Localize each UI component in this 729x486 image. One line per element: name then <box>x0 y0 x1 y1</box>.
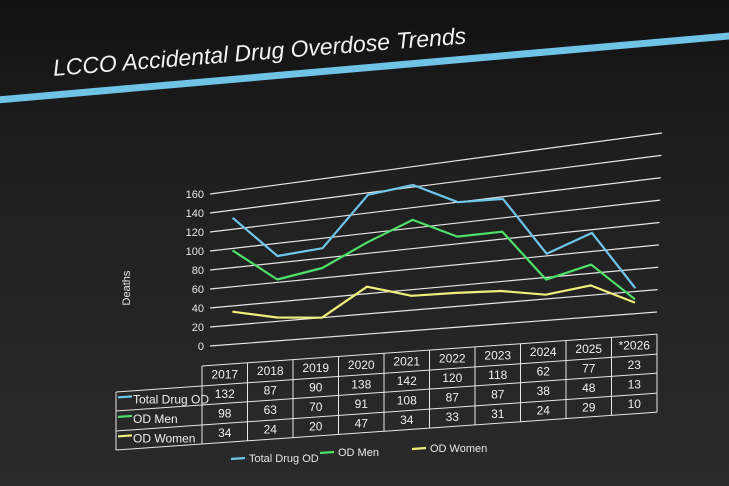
y-axis-label: Deaths <box>121 270 133 305</box>
legend: Total Drug OD OD Men OD Women <box>230 443 487 465</box>
legend-key-0 <box>230 456 246 461</box>
data-label-0-9: 23 <box>628 358 642 372</box>
data-label-0-3: 138 <box>351 377 371 391</box>
data-label-1-3: 91 <box>355 397 369 411</box>
y-tick-80: 80 <box>192 265 204 277</box>
data-label-1-6: 87 <box>491 387 505 401</box>
data-label-0-1: 87 <box>264 384 278 398</box>
data-label-1-9: 13 <box>628 378 642 392</box>
x-tick-6: 2023 <box>484 348 511 362</box>
data-label-2-9: 10 <box>628 397 642 411</box>
data-label-1-5: 87 <box>446 390 460 404</box>
x-tick-0: 2017 <box>211 367 238 381</box>
table-series-label-2: OD Women <box>133 431 195 445</box>
grid-line-100 <box>209 199 661 252</box>
x-tick-9: *2026 <box>619 339 651 353</box>
x-tick-8: 2025 <box>575 342 602 356</box>
data-label-0-4: 142 <box>397 374 417 388</box>
table-hline-2 <box>115 372 658 412</box>
grid-line-20 <box>209 289 658 328</box>
x-tick-4: 2021 <box>393 355 420 369</box>
legend-entry-1: OD Men <box>338 447 379 459</box>
legend-key-2 <box>411 446 427 451</box>
grid-line-60 <box>209 244 659 290</box>
data-label-2-4: 34 <box>400 413 414 427</box>
data-label-0-6: 118 <box>488 368 507 382</box>
data-table: 2017 2018 2019 2020 2021 2022 2023 2024 2025 *202… <box>115 333 658 451</box>
grid-line-80 <box>209 221 660 271</box>
y-tick-160: 160 <box>186 189 204 201</box>
table-key-0 <box>117 395 133 399</box>
table-key-2 <box>117 434 133 438</box>
grid-line-160 <box>209 132 663 195</box>
data-label-1-7: 38 <box>537 384 551 398</box>
data-label-1-8: 48 <box>582 381 596 395</box>
grid-lines <box>209 132 663 347</box>
series-lines <box>231 183 637 319</box>
x-tick-5: 2022 <box>439 351 466 365</box>
table-hline-1 <box>115 353 658 393</box>
grid-line-0 <box>209 311 658 347</box>
data-label-0-0: 132 <box>215 387 235 401</box>
y-tick-100: 100 <box>186 246 204 258</box>
data-label-0-5: 120 <box>442 371 462 385</box>
legend-entry-2: OD Women <box>430 443 487 455</box>
table-key-1 <box>117 414 133 418</box>
series-line-0 <box>231 183 637 289</box>
grid-line-40 <box>209 266 659 309</box>
data-label-1-1: 63 <box>264 403 278 417</box>
x-tick-7: 2024 <box>530 345 557 359</box>
data-label-1-2: 70 <box>309 400 323 414</box>
table-hline-3 <box>115 392 658 432</box>
y-tick-120: 120 <box>186 227 204 239</box>
series-line-1 <box>231 218 636 301</box>
y-tick-140: 140 <box>186 208 204 220</box>
x-tick-2: 2019 <box>302 361 329 375</box>
data-label-2-1: 24 <box>264 423 278 437</box>
grid-line-140 <box>209 154 662 214</box>
data-label-2-0: 34 <box>218 426 232 440</box>
data-label-1-0: 98 <box>218 406 232 420</box>
grid-line-120 <box>209 177 661 233</box>
data-label-2-3: 47 <box>355 416 369 430</box>
y-tick-60: 60 <box>192 284 204 296</box>
y-tick-40: 40 <box>192 303 204 315</box>
data-label-2-6: 31 <box>491 407 505 421</box>
x-tick-3: 2020 <box>348 358 375 372</box>
data-label-0-8: 77 <box>582 361 596 375</box>
series-line-2 <box>232 284 636 319</box>
data-label-2-2: 20 <box>309 420 323 434</box>
legend-key-1 <box>319 450 335 455</box>
data-label-2-5: 33 <box>446 410 460 424</box>
x-tick-1: 2018 <box>257 364 284 378</box>
table-hline-4 <box>115 411 658 451</box>
data-label-2-8: 29 <box>582 400 596 414</box>
data-label-1-4: 108 <box>397 394 417 408</box>
legend-entry-0: Total Drug OD <box>249 453 319 465</box>
data-label-0-7: 62 <box>537 365 551 379</box>
table-series-label-0: Total Drug OD <box>133 392 209 406</box>
data-label-0-2: 90 <box>309 381 323 395</box>
data-label-2-7: 24 <box>537 404 551 418</box>
y-axis-ticks: 0 20 40 60 80 100 120 140 160 <box>186 189 204 353</box>
y-tick-20: 20 <box>192 322 204 334</box>
table-series-label-1: OD Men <box>133 412 178 426</box>
y-tick-0: 0 <box>198 341 204 353</box>
